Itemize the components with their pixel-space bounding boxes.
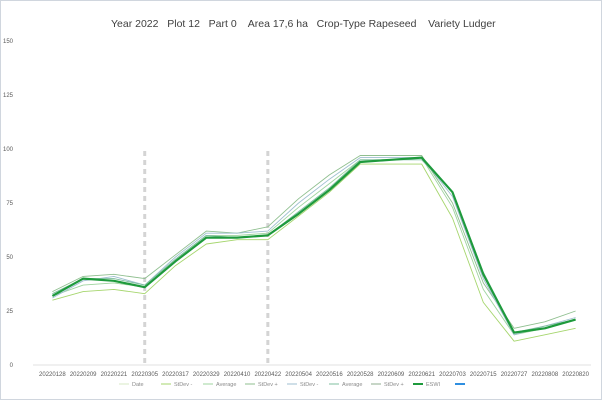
legend-label: Average: [216, 382, 236, 388]
y-tick-label: 150: [3, 39, 14, 45]
x-tick-label: 20220128: [39, 372, 66, 378]
series-line: [52, 159, 576, 334]
legend-label: StDev +: [384, 382, 404, 388]
x-tick-label: 20220305: [131, 372, 158, 378]
x-tick-label: 20220209: [70, 372, 97, 378]
legend-label: Average: [342, 382, 362, 388]
x-tick-label: 20220528: [347, 372, 374, 378]
x-tick-label: 20220221: [101, 372, 128, 378]
legend-label: StDev -: [174, 382, 193, 388]
series-line: [52, 157, 576, 336]
x-tick-label: 20220410: [224, 372, 251, 378]
x-tick-label: 20220715: [470, 372, 497, 378]
x-tick-label: 20220621: [408, 372, 435, 378]
x-tick-label: 20220727: [501, 372, 528, 378]
y-tick-label: 100: [3, 147, 14, 153]
x-tick-label: 20220703: [439, 372, 466, 378]
series-line: [52, 155, 576, 329]
y-tick-label: 75: [6, 201, 13, 207]
y-tick-label: 125: [3, 93, 14, 99]
series-line: [51, 156, 576, 334]
legend-label: ESWI: [426, 382, 441, 388]
chart-title: Year 2022 Plot 12 Part 0 Area 17,6 ha Cr…: [111, 18, 496, 30]
x-tick-label: 20220516: [316, 372, 343, 378]
x-tick-label: 20220808: [531, 372, 558, 378]
legend-label: Date: [132, 382, 144, 388]
y-tick-label: 25: [6, 309, 13, 315]
y-tick-label: 0: [10, 363, 14, 369]
x-tick-label: 20220820: [562, 372, 589, 378]
legend-label: StDev +: [258, 382, 278, 388]
legend-label: StDev -: [300, 382, 319, 388]
x-tick-label: 20220422: [254, 372, 281, 378]
x-tick-label: 20220504: [285, 372, 312, 378]
series-line: [52, 157, 576, 336]
x-tick-label: 20220317: [162, 372, 189, 378]
x-tick-label: 20220329: [193, 372, 220, 378]
series-line: [52, 163, 576, 342]
y-tick-label: 50: [6, 255, 13, 261]
x-tick-label: 20220609: [378, 372, 405, 378]
